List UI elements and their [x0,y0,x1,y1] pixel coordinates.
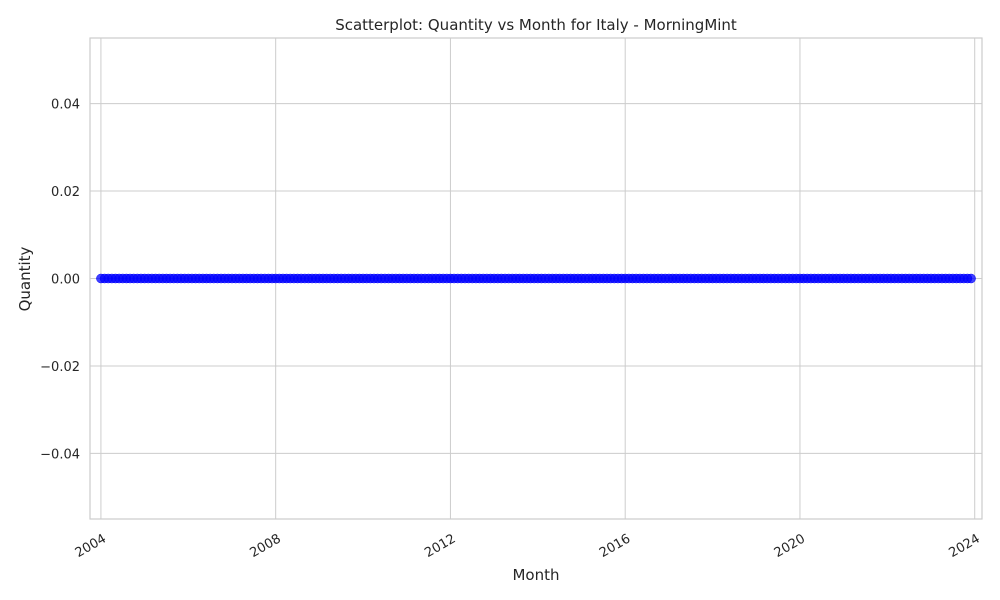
data-point [967,274,976,283]
y-tick-label: −0.02 [40,360,80,375]
y-axis-label: Quantity [16,246,34,311]
data-points [96,274,975,283]
y-tick-label: 0.02 [51,185,80,200]
y-tick-label: 0.00 [51,273,80,288]
x-axis-label: Month [512,566,559,584]
y-tick-label: −0.04 [40,447,80,462]
y-tick-label: 0.04 [51,98,80,113]
chart-title: Scatterplot: Quantity vs Month for Italy… [335,16,737,34]
